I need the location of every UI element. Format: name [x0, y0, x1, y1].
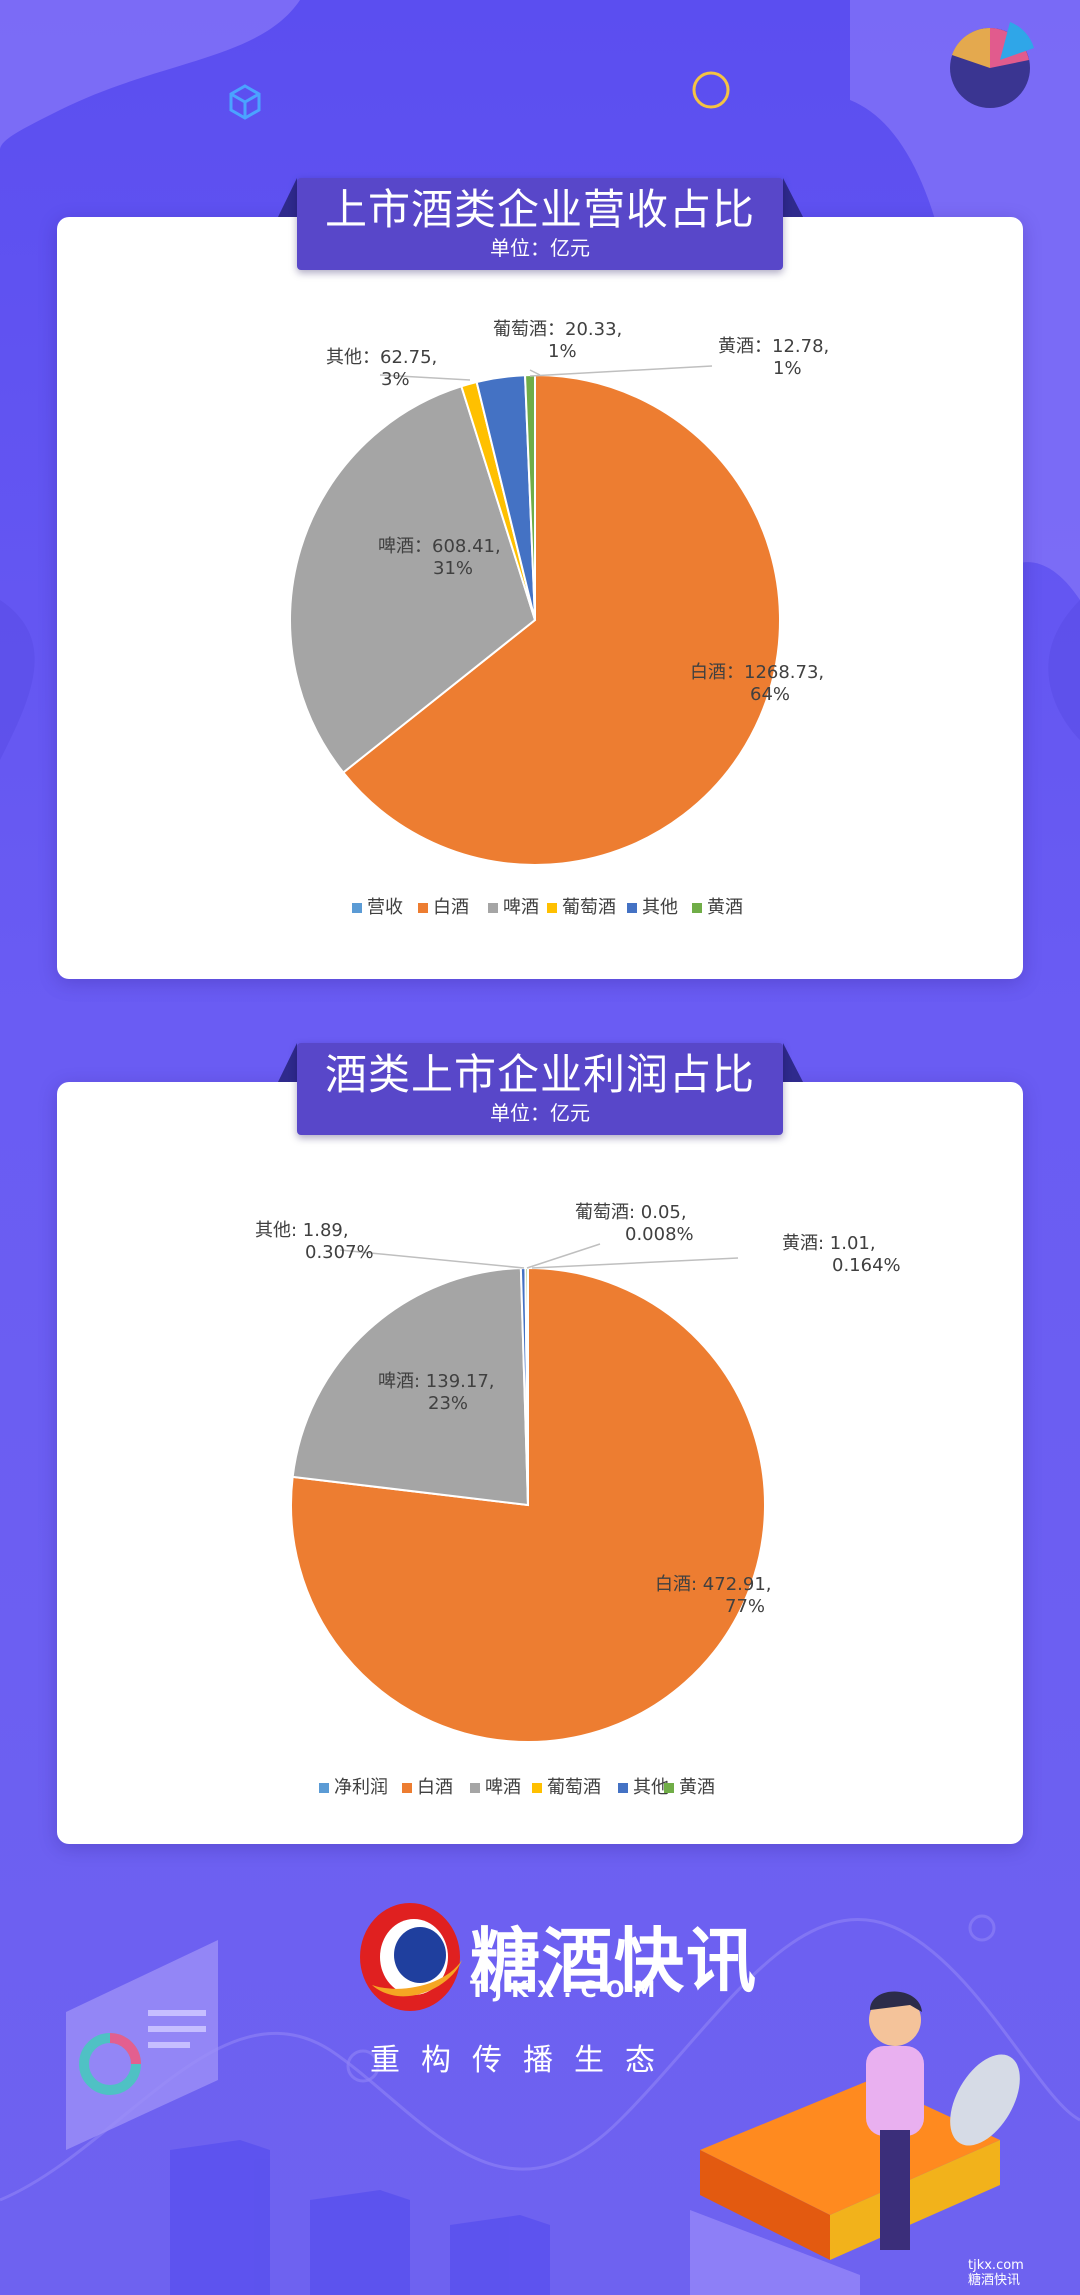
chart1-legend-swatch-1 — [418, 903, 428, 913]
revenue-chart-banner: 上市酒类企业营收占比 单位：亿元 — [297, 178, 783, 270]
chart1-legend-swatch-2 — [488, 903, 498, 913]
banner-ribbon-right-2 — [783, 1043, 803, 1082]
profit-chart-unit: 单位：亿元 — [490, 1101, 590, 1125]
chart2-slice-1 — [291, 1267, 530, 1507]
chart2-leader-2 — [531, 1257, 739, 1269]
brand-name: 糖酒快讯 — [470, 1920, 758, 2002]
chart1-data-label-4: 黄酒：12.78, 1% — [718, 336, 829, 379]
chart2-legend-swatch-0 — [319, 1783, 329, 1793]
chart1-data-label-0: 白酒：1268.73, 64% — [690, 662, 824, 705]
profit-chart-banner: 酒类上市企业利润占比 单位：亿元 — [297, 1043, 783, 1135]
chart2-legend-label-1: 白酒 — [417, 1777, 453, 1798]
chart1-legend-swatch-4 — [627, 903, 637, 913]
chart2-data-label-2: 葡萄酒: 0.05, 0.008% — [575, 1202, 694, 1245]
chart2-legend-swatch-5 — [664, 1783, 674, 1793]
banner-ribbon-left — [278, 178, 297, 217]
corner-watermark-line1: tjkx.com — [968, 2258, 1024, 2273]
chart2-legend-label-0: 净利润 — [334, 1777, 388, 1798]
chart2-legend-swatch-1 — [402, 1783, 412, 1793]
chart1-legend-label-0: 营收 — [367, 897, 403, 918]
chart2-legend-swatch-3 — [532, 1783, 542, 1793]
chart1-leader-0 — [529, 369, 541, 376]
chart2-legend-swatch-2 — [470, 1783, 480, 1793]
chart1-legend-swatch-0 — [352, 903, 362, 913]
chart2-data-label-1: 啤酒: 139.17, 23% — [378, 1371, 495, 1414]
revenue-chart-unit: 单位：亿元 — [490, 236, 590, 260]
chart1-leader-1 — [379, 374, 471, 381]
banner-ribbon-left-2 — [278, 1043, 297, 1082]
chart1-legend-label-1: 白酒 — [433, 897, 469, 918]
chart2-leader-1 — [526, 1243, 601, 1269]
pie-icon — [950, 22, 1034, 108]
chart2-data-label-0: 白酒: 472.91, 77% — [655, 1574, 772, 1617]
chart1-data-label-2: 葡萄酒：20.33, 1% — [493, 319, 622, 362]
chart1-leader-2 — [529, 365, 713, 377]
person-illustration — [690, 1991, 1020, 2295]
profit-chart-title: 酒类上市企业利润占比 — [324, 1050, 755, 1099]
chart1-slice-1 — [289, 385, 537, 774]
chart2-leader-0 — [339, 1249, 525, 1269]
chart1-legend-swatch-5 — [692, 903, 702, 913]
bar-pillars — [170, 2140, 550, 2295]
chart1-legend-label-5: 黄酒 — [707, 897, 743, 918]
corner-watermark: tjkx.com 糖酒快讯 — [968, 2258, 1024, 2288]
revenue-chart-title: 上市酒类企业营收占比 — [324, 185, 755, 234]
cube-icon — [229, 84, 261, 120]
chart2-legend-label-5: 黄酒 — [679, 1777, 715, 1798]
ring-icon — [692, 71, 730, 109]
chart2-legend-label-2: 啤酒 — [485, 1777, 521, 1798]
brand-domain: TJKX.COM — [470, 1978, 665, 2003]
chart2-legend-swatch-4 — [618, 1783, 628, 1793]
chart2-data-label-3: 其他: 1.89, 0.307% — [255, 1220, 374, 1263]
brand-slogan: 重构传播生态 — [370, 2043, 676, 2078]
chart2-legend-label-3: 葡萄酒 — [547, 1777, 601, 1798]
dashboard-card-icon — [66, 1940, 218, 2150]
chart1-legend-swatch-3 — [547, 903, 557, 913]
chart2-data-label-4: 黄酒: 1.01, 0.164% — [782, 1233, 901, 1276]
chart2-slice-0 — [290, 1266, 766, 1743]
chart1-slice-0 — [341, 373, 781, 866]
corner-watermark-line2: 糖酒快讯 — [968, 2273, 1021, 2288]
chart1-data-label-3: 其他：62.75, 3% — [326, 347, 437, 390]
chart2-legend-label-4: 其他 — [633, 1777, 669, 1798]
banner-ribbon-right — [783, 178, 803, 217]
chart1-legend-label-4: 其他 — [642, 897, 678, 918]
chart1-legend-label-2: 啤酒 — [503, 897, 539, 918]
chart1-legend-label-3: 葡萄酒 — [562, 897, 616, 918]
chart1-data-label-1: 啤酒：608.41, 31% — [378, 536, 501, 579]
